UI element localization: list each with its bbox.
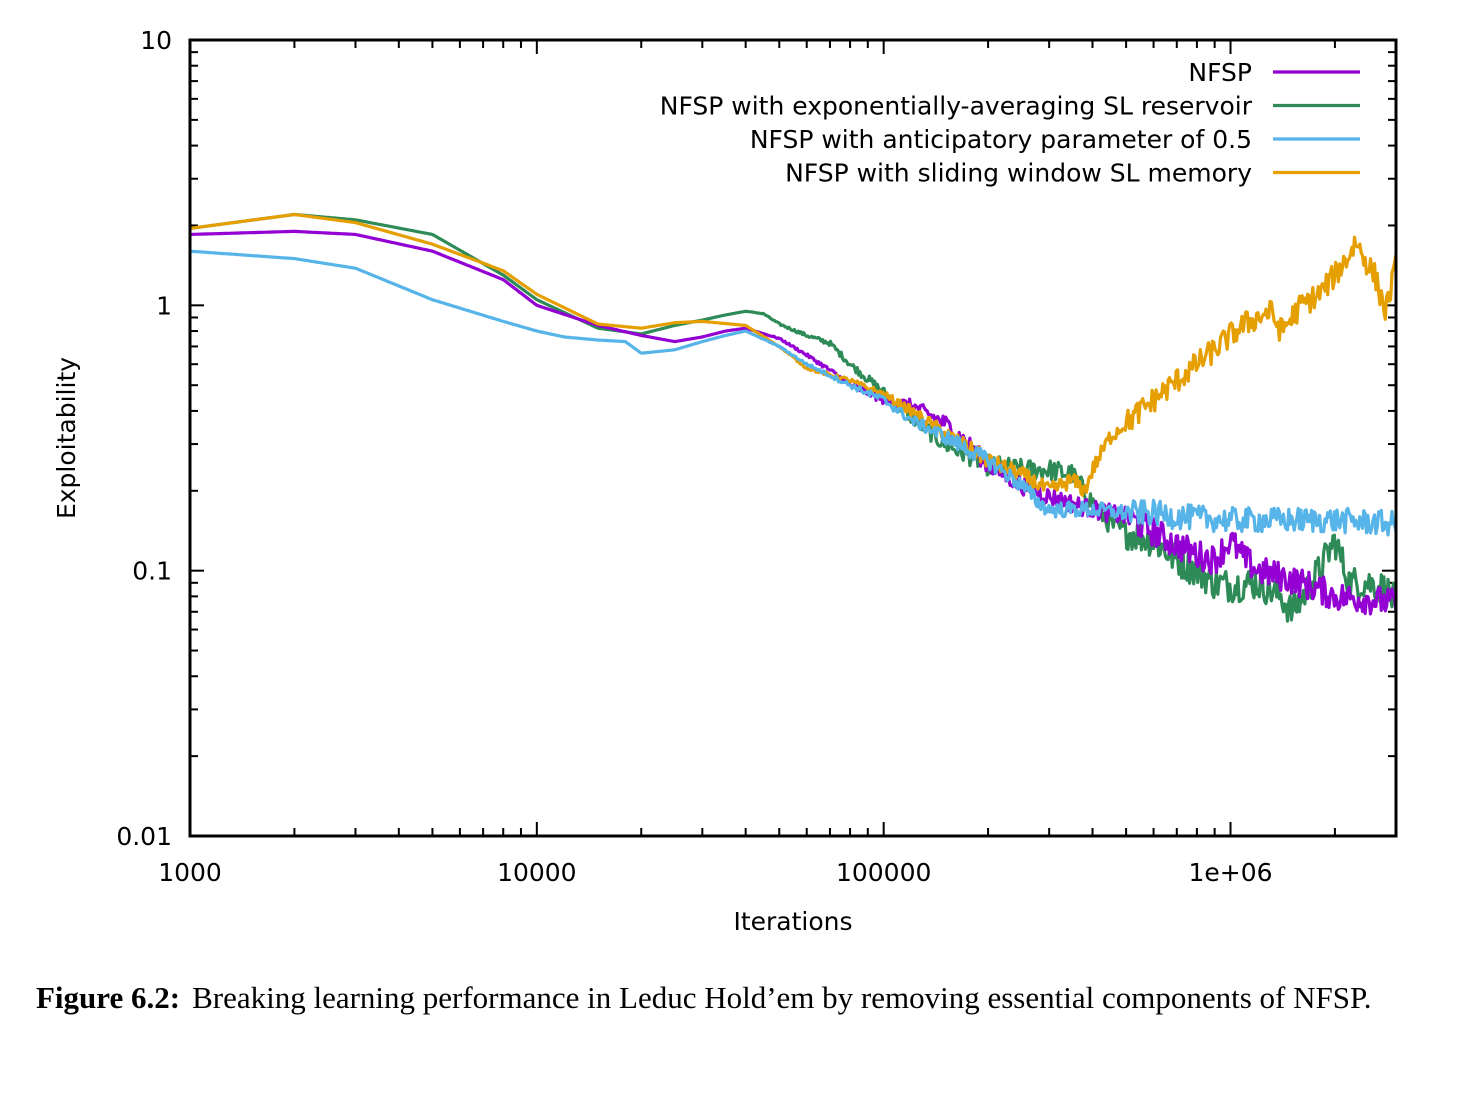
y-tick-label: 0.1 — [132, 557, 172, 586]
chart: 1000 10000 100000 1e+06 10 1 0.1 0.01 Iteratio… — [52, 26, 1398, 936]
legend: NFSP NFSP with exponentially-averaging SL… — [660, 58, 1360, 188]
x-tick-labels: 1000 10000 100000 1e+06 — [158, 858, 1272, 887]
legend-label: NFSP — [1188, 58, 1252, 87]
x-axis-title: Iterations — [733, 907, 852, 936]
series-line — [190, 229, 1396, 616]
figure-caption: Figure 6.2: Breaking learning performanc… — [36, 978, 1446, 1018]
y-tick-labels: 10 1 0.1 0.01 — [116, 26, 172, 851]
series-line — [190, 212, 1396, 623]
series-layer — [190, 212, 1396, 623]
y-tick-label: 0.01 — [116, 822, 172, 851]
caption-label: Figure 6.2: — [36, 980, 181, 1015]
legend-label: NFSP with anticipatory parameter of 0.5 — [750, 125, 1252, 154]
y-axis-title: Exploitability — [52, 357, 81, 519]
y-tick-label: 1 — [156, 291, 172, 320]
legend-label: NFSP with exponentially-averaging SL res… — [660, 92, 1253, 121]
x-tick-label: 1000 — [158, 858, 222, 887]
series-line — [190, 249, 1396, 537]
legend-label: NFSP with sliding window SL memory — [785, 159, 1252, 188]
x-tick-label: 1e+06 — [1188, 858, 1272, 887]
x-tick-label: 10000 — [497, 858, 577, 887]
plot-frame — [188, 38, 1398, 838]
x-tick-label: 100000 — [836, 858, 931, 887]
caption-text: Breaking learning performance in Leduc H… — [192, 980, 1372, 1015]
y-tick-label: 10 — [140, 26, 172, 55]
